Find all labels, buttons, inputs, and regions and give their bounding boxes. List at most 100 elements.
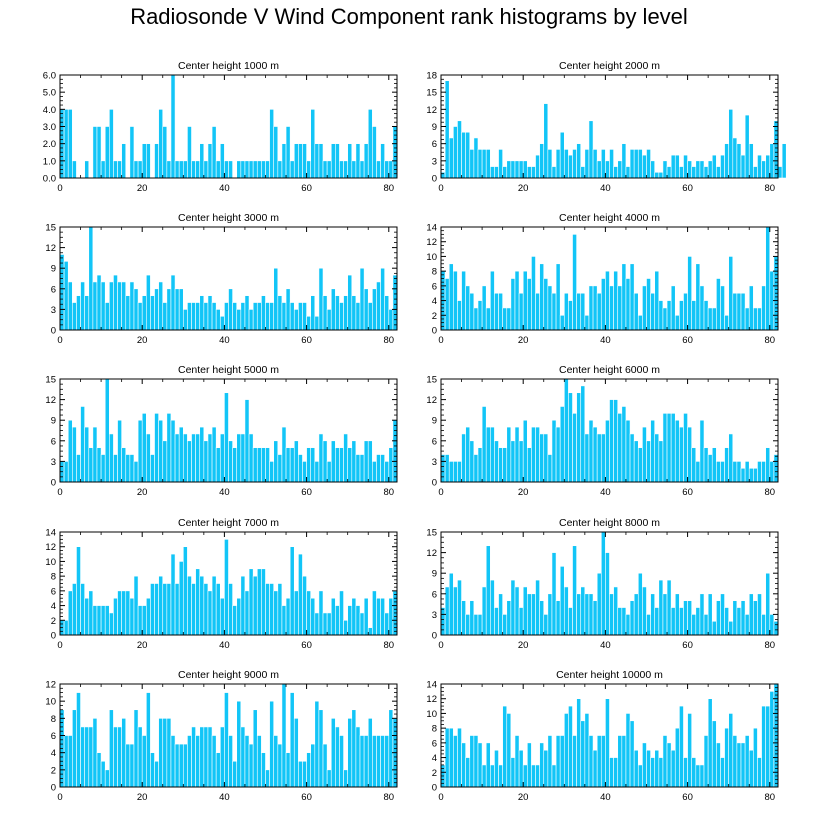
- bar: [195, 160, 201, 179]
- bar: [178, 743, 184, 788]
- bar: [559, 314, 565, 331]
- bar: [448, 263, 454, 331]
- bar: [699, 764, 705, 788]
- bar: [84, 426, 90, 483]
- x-tick-label: 60: [682, 487, 693, 498]
- bar: [613, 166, 619, 179]
- y-tick-label: 9: [432, 569, 437, 580]
- bar: [490, 426, 495, 483]
- x-tick-label: 60: [301, 335, 312, 346]
- bar: [273, 590, 279, 636]
- bar: [72, 302, 77, 331]
- bar: [113, 597, 118, 636]
- bar: [547, 593, 553, 636]
- bar: [178, 288, 184, 331]
- bar: [92, 605, 98, 636]
- bar: [335, 447, 340, 483]
- bar: [551, 292, 557, 331]
- bar: [372, 735, 377, 788]
- bar: [298, 143, 303, 179]
- bar: [265, 769, 270, 788]
- bar: [326, 461, 332, 483]
- bar: [453, 461, 458, 483]
- bar: [289, 160, 295, 179]
- bar: [633, 440, 639, 483]
- bar: [248, 568, 254, 636]
- bar: [617, 413, 623, 483]
- bar: [728, 433, 734, 483]
- bar: [219, 143, 225, 179]
- bar: [117, 590, 122, 636]
- bar: [568, 154, 573, 179]
- bar: [117, 281, 122, 331]
- bar: [744, 461, 750, 483]
- y-tick-label: 6: [51, 731, 56, 742]
- bar: [347, 274, 353, 331]
- bar: [372, 126, 377, 179]
- bar: [388, 309, 394, 331]
- y-tick-label: 0: [432, 326, 437, 337]
- bar: [695, 764, 701, 788]
- y-tick-label: 14: [45, 528, 56, 539]
- bar: [691, 614, 697, 636]
- bar: [465, 131, 471, 179]
- bar: [596, 292, 602, 331]
- bar: [191, 726, 196, 788]
- bar: [761, 614, 766, 636]
- bar: [588, 120, 594, 179]
- y-tick-label: 12: [426, 395, 437, 406]
- bar: [388, 709, 394, 788]
- x-tick-label: 0: [438, 335, 443, 346]
- bar: [174, 160, 180, 179]
- bar: [514, 160, 520, 179]
- bar: [162, 718, 168, 788]
- y-tick-label: 0: [51, 326, 56, 337]
- bar: [273, 126, 279, 179]
- bar: [367, 302, 373, 331]
- bar: [662, 307, 668, 331]
- bar: [322, 612, 328, 636]
- bar: [261, 160, 266, 179]
- y-tick-label: 6: [51, 436, 56, 447]
- y-tick-label: 6.0: [43, 71, 56, 82]
- bar: [166, 413, 172, 483]
- y-tick-label: 3: [432, 156, 437, 167]
- bar: [720, 461, 725, 483]
- y-tick-label: 9: [51, 264, 56, 275]
- bar: [617, 735, 623, 788]
- bar: [232, 447, 238, 483]
- bar: [273, 440, 279, 483]
- bar: [469, 149, 475, 179]
- bar: [461, 433, 466, 483]
- x-tick-label: 80: [764, 183, 775, 194]
- y-tick-label: 15: [45, 223, 56, 234]
- bar: [380, 267, 385, 331]
- bar: [355, 605, 361, 636]
- bar: [683, 600, 688, 636]
- bar: [141, 735, 147, 788]
- bar: [302, 760, 307, 788]
- bar: [306, 160, 311, 179]
- panel-title: Center height 4000 m: [559, 212, 660, 224]
- bar: [322, 440, 328, 483]
- panel-2: Center height 2000 m 0 3 6 9 12 15 18 0 20 40 60 80: [426, 60, 787, 194]
- bar: [199, 295, 205, 331]
- bar: [617, 160, 623, 179]
- bar: [203, 160, 209, 179]
- bar: [359, 612, 365, 636]
- bar: [465, 426, 471, 483]
- bar: [125, 590, 131, 636]
- bar: [150, 454, 155, 483]
- bar: [453, 270, 458, 331]
- bar: [740, 600, 746, 636]
- bars: [440, 226, 779, 331]
- bar: [666, 300, 672, 331]
- bar: [281, 302, 287, 331]
- x-tick-label: 20: [137, 183, 148, 194]
- bar: [80, 406, 85, 483]
- bar: [518, 749, 524, 788]
- bar: [666, 413, 672, 483]
- bar: [613, 757, 619, 788]
- bar: [683, 154, 688, 179]
- bar: [281, 605, 287, 636]
